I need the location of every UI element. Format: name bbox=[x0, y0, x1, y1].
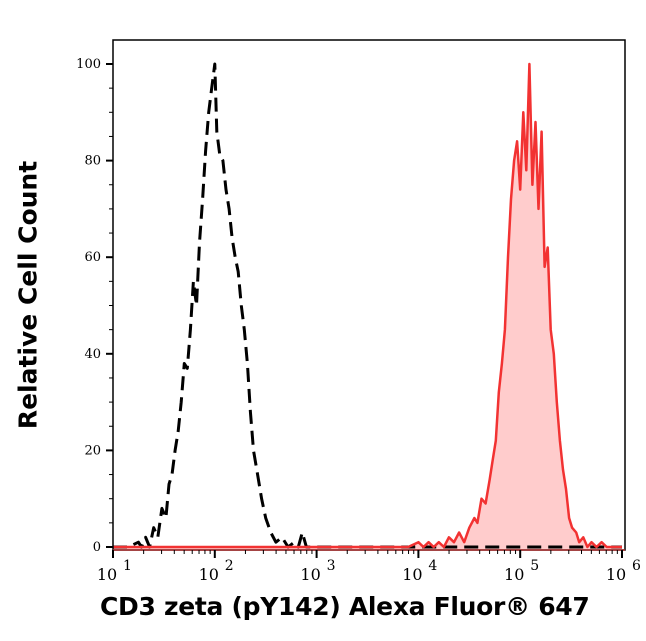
y-tick-label: 100 bbox=[76, 57, 101, 72]
svg-text:10: 10 bbox=[606, 565, 626, 584]
svg-text:10: 10 bbox=[504, 565, 524, 584]
x-axis-label: CD3 zeta (pY142) Alexa Fluor® 647 bbox=[100, 592, 590, 621]
x-tick-label: 10 4 bbox=[402, 558, 437, 584]
svg-text:3: 3 bbox=[327, 558, 336, 574]
x-tick-label: 10 5 bbox=[504, 558, 539, 584]
svg-text:5: 5 bbox=[530, 558, 539, 574]
svg-text:10: 10 bbox=[199, 565, 219, 584]
y-axis: 0 20 40 60 80 100 bbox=[76, 57, 113, 555]
y-tick-label: 0 bbox=[93, 540, 101, 555]
x-tick-label: 10 2 bbox=[199, 558, 234, 584]
svg-text:4: 4 bbox=[428, 558, 437, 574]
svg-text:1: 1 bbox=[123, 558, 132, 574]
series-fills bbox=[113, 64, 622, 549]
svg-text:6: 6 bbox=[632, 558, 641, 574]
series-lines bbox=[113, 62, 622, 549]
svg-text:10: 10 bbox=[97, 565, 117, 584]
y-tick-label: 40 bbox=[84, 347, 101, 362]
x-tick-label: 10 1 bbox=[97, 558, 132, 584]
svg-text:2: 2 bbox=[225, 558, 234, 574]
y-tick-label: 80 bbox=[84, 154, 101, 169]
x-tick-label: 10 3 bbox=[300, 558, 335, 584]
svg-text:10: 10 bbox=[300, 565, 320, 584]
x-axis: 10 1 10 2 10 3 10 4 10 5 10 6 bbox=[97, 550, 641, 584]
series-line-1 bbox=[113, 62, 622, 549]
series-fill-1 bbox=[113, 64, 622, 549]
svg-text:10: 10 bbox=[402, 565, 422, 584]
y-tick-label: 60 bbox=[84, 250, 101, 265]
y-tick-label: 20 bbox=[84, 443, 101, 458]
x-tick-label: 10 6 bbox=[606, 558, 641, 584]
y-axis-label: Relative Cell Count bbox=[13, 160, 43, 430]
